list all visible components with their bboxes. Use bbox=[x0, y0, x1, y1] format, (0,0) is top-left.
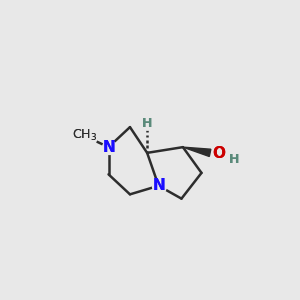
Polygon shape bbox=[183, 147, 211, 157]
Text: H: H bbox=[142, 117, 152, 130]
Text: CH$_3$: CH$_3$ bbox=[72, 128, 97, 143]
Text: O: O bbox=[213, 146, 226, 161]
Text: H: H bbox=[142, 117, 152, 130]
Text: N: N bbox=[152, 178, 165, 193]
Text: N: N bbox=[152, 178, 165, 193]
Text: CH$_3$: CH$_3$ bbox=[72, 128, 97, 143]
Text: O: O bbox=[213, 146, 226, 161]
Text: N: N bbox=[102, 140, 115, 154]
Text: H: H bbox=[229, 153, 240, 166]
Text: N: N bbox=[102, 140, 115, 154]
Text: H: H bbox=[229, 153, 240, 166]
